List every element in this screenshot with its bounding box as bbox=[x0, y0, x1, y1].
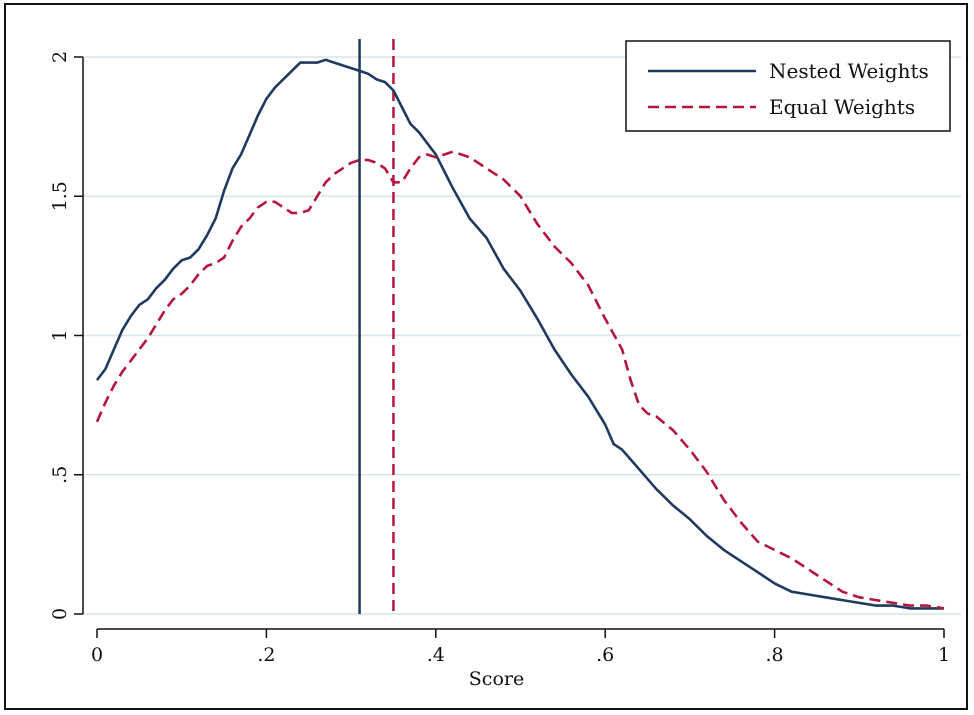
reference-lines bbox=[358, 39, 395, 614]
x-tick-label-2: .4 bbox=[427, 644, 445, 666]
y-tick-label-2: 1 bbox=[49, 329, 71, 341]
x-tick-label-1: .2 bbox=[257, 644, 275, 666]
x-axis-title: Score bbox=[469, 668, 524, 690]
x-tick-label-3: .6 bbox=[596, 644, 614, 666]
density-chart: 0 .5 1 1.5 2 0 .2 .4 .6 .8 1 Score Nested Weights … bbox=[49, 39, 961, 690]
series-lines bbox=[95, 58, 945, 610]
chart-frame: 0 .5 1 1.5 2 0 .2 .4 .6 .8 1 Score Nested Weights … bbox=[4, 3, 968, 710]
series-line-nested-weights bbox=[95, 58, 944, 610]
y-tick-label-3: 1.5 bbox=[49, 181, 71, 211]
legend-label-nested-weights: Nested Weights bbox=[769, 59, 929, 83]
legend: Nested Weights Equal Weights bbox=[625, 40, 951, 132]
y-tick-label-0: 0 bbox=[49, 608, 71, 620]
x-tick-label-5: 1 bbox=[938, 644, 950, 666]
series-line-equal-weights bbox=[95, 150, 945, 610]
y-tick-label-1: .5 bbox=[49, 466, 71, 484]
x-tick-label-0: 0 bbox=[91, 644, 103, 666]
gridlines bbox=[83, 56, 961, 615]
legend-label-equal-weights: Equal Weights bbox=[769, 95, 915, 119]
legend-box bbox=[625, 40, 951, 132]
axes: 0 .5 1 1.5 2 0 .2 .4 .6 .8 1 bbox=[49, 51, 950, 666]
y-tick-label-4: 2 bbox=[49, 51, 71, 63]
x-tick-label-4: .8 bbox=[766, 644, 784, 666]
